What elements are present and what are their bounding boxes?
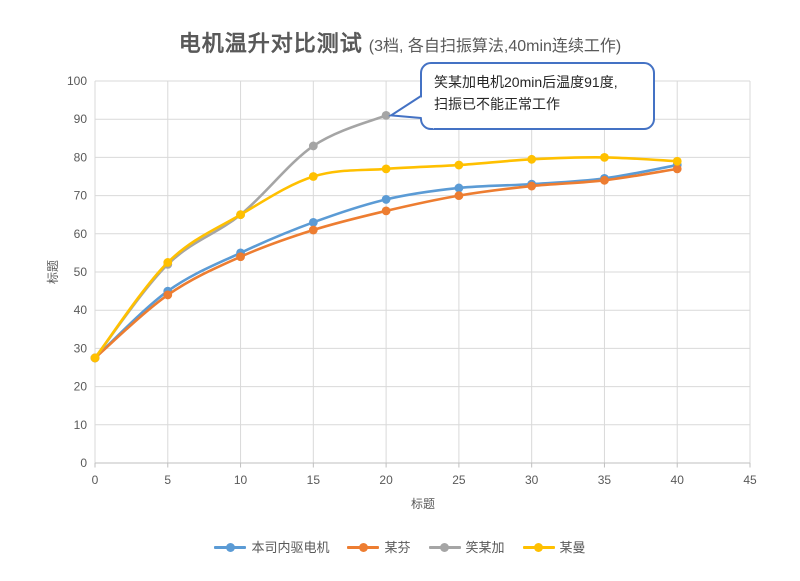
y-tick-label: 0 <box>80 456 87 470</box>
legend-dot-icon <box>358 542 368 552</box>
annotation-text-line2: 扫振已不能正常工作 <box>434 96 560 112</box>
chart-title: 电机温升对比测试 (3档, 各自扫振算法,40min连续工作) <box>0 26 800 58</box>
data-point <box>454 183 464 193</box>
legend-label: 笑某加 <box>465 539 505 555</box>
data-point <box>600 175 609 185</box>
data-point <box>308 225 318 235</box>
chart-title-main: 电机温升对比测试 <box>178 31 363 56</box>
annotation-callout-pointer <box>391 96 434 129</box>
data-point <box>163 290 173 300</box>
x-tick-label: 45 <box>743 473 757 487</box>
x-tick-label: 25 <box>452 473 466 487</box>
data-point <box>308 217 318 227</box>
y-tick-label: 50 <box>74 265 88 279</box>
x-tick-label: 40 <box>671 473 685 487</box>
y-tick-label: 100 <box>67 74 87 88</box>
x-tick-label: 20 <box>379 473 393 487</box>
y-tick-label: 80 <box>74 150 88 164</box>
annotation-callout: 笑某加电机20min后温度91度, 扫振已不能正常工作 <box>388 62 655 130</box>
legend-dot-icon <box>225 542 235 552</box>
legend-item-3: 某曼 <box>522 539 586 555</box>
data-point <box>236 252 245 262</box>
x-tick-label: 30 <box>525 473 539 487</box>
y-tick-label: 10 <box>74 418 88 432</box>
legend-line-marker-icon <box>347 542 380 552</box>
gridlines <box>94 80 751 468</box>
legend-dot-icon <box>440 542 449 552</box>
legend-item-0: 本司内驱电机 <box>214 541 329 554</box>
x-tick-label: 0 <box>92 473 99 487</box>
legend-item-2: 笑某加 <box>428 539 505 555</box>
x-tick-label: 10 <box>234 473 248 487</box>
legend-dot-icon <box>534 542 544 552</box>
annotation-callout-pointer-border <box>388 95 422 119</box>
data-point <box>90 353 100 363</box>
data-point <box>672 156 682 166</box>
annotation-text-line1: 笑某加电机20min后温度91度, <box>434 74 618 90</box>
x-axis-title: 标题 <box>411 497 435 511</box>
data-point <box>236 210 245 220</box>
data-point <box>672 164 682 174</box>
legend-line-marker-icon <box>214 542 247 552</box>
data-point <box>527 154 537 164</box>
legend-line-marker-icon <box>522 542 555 552</box>
y-tick-label: 40 <box>74 303 88 317</box>
data-point <box>308 141 318 151</box>
data-point <box>163 258 173 267</box>
y-tick-label: 30 <box>74 341 88 355</box>
legend-label: 某曼 <box>559 539 586 555</box>
chart-title-subtitle: (3档, 各自扫振算法,40min连续工作) <box>368 38 622 55</box>
y-tick-label: 60 <box>74 227 88 241</box>
legend-label: 本司内驱电机 <box>251 539 330 555</box>
axis-labels: 0 5 10 15 20 25 30 35 40 45 0 10 20 30 40 50 60 70 80 90 100 <box>67 74 757 487</box>
x-tick-label: 5 <box>164 473 171 487</box>
data-point <box>381 206 391 216</box>
y-axis-title: 标题 <box>46 260 60 284</box>
y-tick-label: 90 <box>74 112 88 126</box>
legend-label: 某芬 <box>384 539 411 555</box>
x-tick-label: 35 <box>598 473 612 487</box>
data-point <box>308 172 318 181</box>
data-point <box>527 181 537 191</box>
legend-line-marker-icon <box>428 542 461 552</box>
data-point <box>381 195 391 204</box>
y-tick-label: 70 <box>74 189 88 203</box>
data-point <box>381 110 391 120</box>
x-tick-label: 15 <box>307 473 321 487</box>
data-point <box>600 153 609 162</box>
data-series <box>90 110 682 363</box>
data-point <box>454 191 464 201</box>
data-point <box>381 164 391 174</box>
data-point <box>454 160 464 170</box>
legend-item-1: 某芬 <box>347 539 411 555</box>
series-line-3 <box>93 156 679 360</box>
chart-legend: 本司内驱电机 某芬 笑某加 某曼 <box>0 537 800 557</box>
y-tick-label: 20 <box>74 380 88 394</box>
